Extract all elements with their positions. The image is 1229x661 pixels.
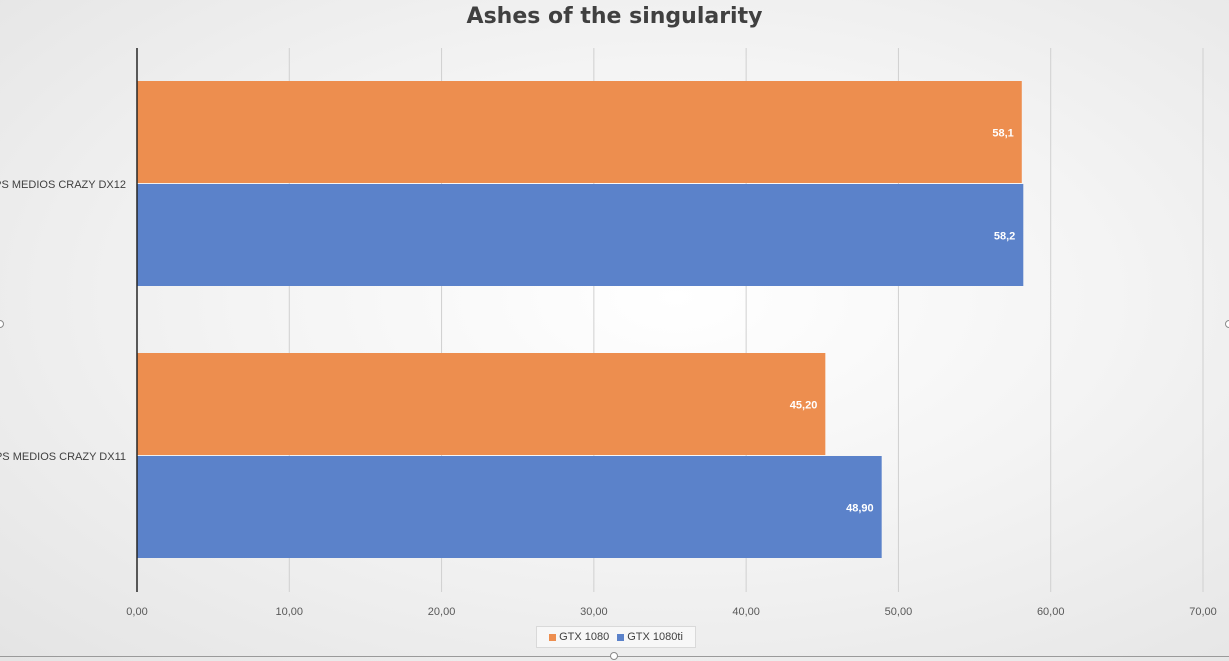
x-tick-label: 70,00: [1189, 606, 1217, 618]
data-label: 58,1: [992, 128, 1013, 140]
bar: [137, 81, 1022, 183]
resize-handle-bottom[interactable]: [610, 652, 618, 660]
legend-swatch-gtx-1080ti: [617, 633, 625, 641]
bar: [137, 184, 1024, 286]
data-label: 45,20: [790, 400, 818, 412]
data-label: 58,2: [994, 231, 1015, 243]
chart-title: Ashes of the singularity: [466, 4, 763, 29]
legend-label-gtx-1080ti: GTX 1080ti: [627, 631, 683, 643]
y-category-label: FPS MEDIOS CRAZY DX11: [0, 451, 126, 463]
bar: [137, 353, 826, 455]
x-tick-label: 50,00: [885, 606, 913, 618]
x-tick-label: 40,00: [732, 606, 760, 618]
legend-swatch-gtx-1080: [549, 633, 557, 641]
legend-label-gtx-1080: GTX 1080: [559, 631, 610, 643]
x-tick-label: 10,00: [276, 606, 304, 618]
data-label: 48,90: [846, 503, 874, 515]
legend[interactable]: GTX 1080 GTX 1080ti: [536, 626, 696, 648]
resize-handle-right[interactable]: [1225, 320, 1229, 328]
x-tick-label: 60,00: [1037, 606, 1065, 618]
y-category-label: FPS MEDIOS CRAZY DX12: [0, 179, 126, 191]
bar: [137, 456, 882, 558]
x-tick-label: 30,00: [580, 606, 608, 618]
legend-item-gtx-1080: GTX 1080: [549, 631, 609, 643]
x-tick-label: 20,00: [428, 606, 456, 618]
legend-item-gtx-1080ti: GTX 1080ti: [617, 631, 683, 643]
x-tick-label: 0,00: [126, 606, 147, 618]
